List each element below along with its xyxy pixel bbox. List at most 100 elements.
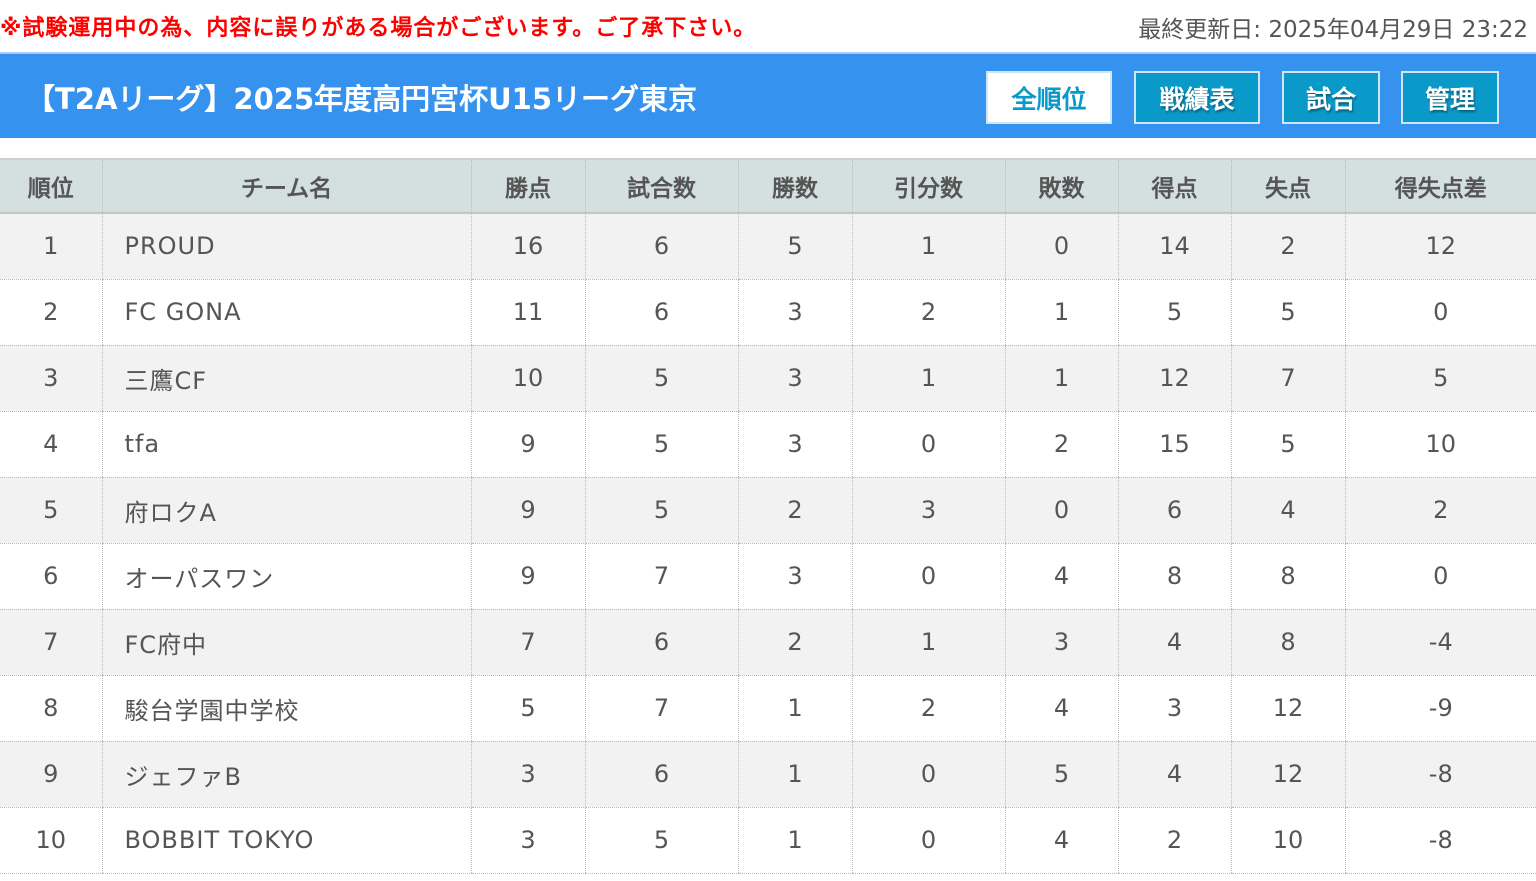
cell: 1 [851, 345, 1005, 412]
cell: 6 [584, 609, 738, 676]
page-title: 【T2Aリーグ】2025年度高円宮杯U15リーグ東京 [26, 82, 698, 116]
cell: 11 [470, 279, 585, 346]
column-header: チーム名 [101, 158, 471, 214]
cell: 1 [737, 807, 852, 874]
cell: 2 [1230, 213, 1345, 280]
cell: 6 [0, 543, 102, 610]
team-name: FC GONA [101, 279, 471, 346]
cell: 12 [1230, 741, 1345, 808]
column-header: 得点 [1117, 158, 1231, 214]
cell: 4 [1004, 807, 1118, 874]
team-name: BOBBIT TOKYO [101, 807, 471, 874]
cell: 0 [851, 543, 1005, 610]
nav-button-2[interactable]: 試合 [1282, 71, 1380, 124]
cell: 3 [737, 279, 852, 346]
cell: 8 [0, 675, 102, 742]
cell: 1 [737, 675, 852, 742]
cell: 4 [1004, 543, 1118, 610]
cell: 8 [1117, 543, 1231, 610]
nav-button-0[interactable]: 全順位 [986, 71, 1112, 124]
cell: 7 [584, 675, 738, 742]
cell: 4 [0, 411, 102, 478]
cell: 3 [0, 345, 102, 412]
cell: 5 [1230, 411, 1345, 478]
table-row: 7 FC府中 7 6 2 1 3 4 8 -4 [0, 609, 1536, 676]
team-name: PROUD [101, 213, 471, 280]
cell: 16 [470, 213, 585, 280]
trial-notice: ※試験運用中の為、内容に誤りがある場合がございます。ご了承下さい。 [0, 16, 757, 41]
column-header: 順位 [0, 158, 102, 214]
cell: 5 [1117, 279, 1231, 346]
cell: 5 [584, 411, 738, 478]
cell: 1 [0, 213, 102, 280]
nav-button-3[interactable]: 管理 [1401, 71, 1499, 124]
cell: 2 [737, 477, 852, 544]
column-header: 引分数 [851, 158, 1005, 214]
nav-button-1[interactable]: 戦績表 [1134, 71, 1260, 124]
cell: 15 [1117, 411, 1231, 478]
team-name: ジェファB [101, 741, 471, 808]
column-header: 得失点差 [1344, 158, 1536, 214]
cell: 10 [470, 345, 585, 412]
cell: 0 [851, 411, 1005, 478]
cell: -9 [1344, 675, 1536, 742]
cell: 5 [1004, 741, 1118, 808]
cell: 5 [1344, 345, 1536, 412]
cell: 2 [737, 609, 852, 676]
team-name: tfa [101, 411, 471, 478]
cell: 6 [1117, 477, 1231, 544]
table-row: 2 FC GONA 11 6 3 2 1 5 5 0 [0, 279, 1536, 346]
cell: 2 [851, 279, 1005, 346]
cell: 5 [1230, 279, 1345, 346]
cell: 4 [1117, 609, 1231, 676]
cell: 3 [737, 411, 852, 478]
cell: 9 [470, 477, 585, 544]
cell: 9 [0, 741, 102, 808]
cell: 0 [851, 741, 1005, 808]
cell: 2 [1344, 477, 1536, 544]
cell: 1 [851, 609, 1005, 676]
cell: 9 [470, 411, 585, 478]
cell: 3 [737, 543, 852, 610]
cell: 3 [1117, 675, 1231, 742]
column-header: 試合数 [584, 158, 738, 214]
cell: 8 [1230, 609, 1345, 676]
cell: 2 [0, 279, 102, 346]
cell: 1 [1004, 279, 1118, 346]
column-header: 勝数 [737, 158, 852, 214]
table-row: 9 ジェファB 3 6 1 0 5 4 12 -8 [0, 741, 1536, 808]
table-row: 4 tfa 9 5 3 0 2 15 5 10 [0, 411, 1536, 478]
cell: 4 [1230, 477, 1345, 544]
team-name: 三鷹CF [101, 345, 471, 412]
table-row: 5 府ロクA 9 5 2 3 0 6 4 2 [0, 477, 1536, 544]
cell: 7 [1230, 345, 1345, 412]
cell: 3 [851, 477, 1005, 544]
column-header: 勝点 [470, 158, 585, 214]
cell: 12 [1344, 213, 1536, 280]
cell: 0 [1344, 279, 1536, 346]
cell: 0 [1004, 477, 1118, 544]
standings-table: 順位 チーム名 勝点 試合数 勝数 引分数 敗数 得点 失点 得失点差 1 PROUD 16 6 5 1 0 1… [0, 158, 1536, 874]
table-row: 6 オーパスワン 9 7 3 0 4 8 8 0 [0, 543, 1536, 610]
cell: 0 [1004, 213, 1118, 280]
cell: 10 [1344, 411, 1536, 478]
column-header: 敗数 [1004, 158, 1118, 214]
cell: 9 [470, 543, 585, 610]
cell: 1 [851, 213, 1005, 280]
cell: 5 [0, 477, 102, 544]
cell: 12 [1117, 345, 1231, 412]
cell: 5 [737, 213, 852, 280]
cell: 1 [737, 741, 852, 808]
cell: -8 [1344, 807, 1536, 874]
table-row: 8 駿台学園中学校 5 7 1 2 4 3 12 -9 [0, 675, 1536, 742]
cell: 2 [851, 675, 1005, 742]
cell: 5 [584, 807, 738, 874]
cell: 1 [1004, 345, 1118, 412]
cell: 2 [1117, 807, 1231, 874]
team-name: FC府中 [101, 609, 471, 676]
team-name: オーパスワン [101, 543, 471, 610]
cell: 6 [584, 279, 738, 346]
cell: -4 [1344, 609, 1536, 676]
cell: 3 [737, 345, 852, 412]
cell: 3 [1004, 609, 1118, 676]
